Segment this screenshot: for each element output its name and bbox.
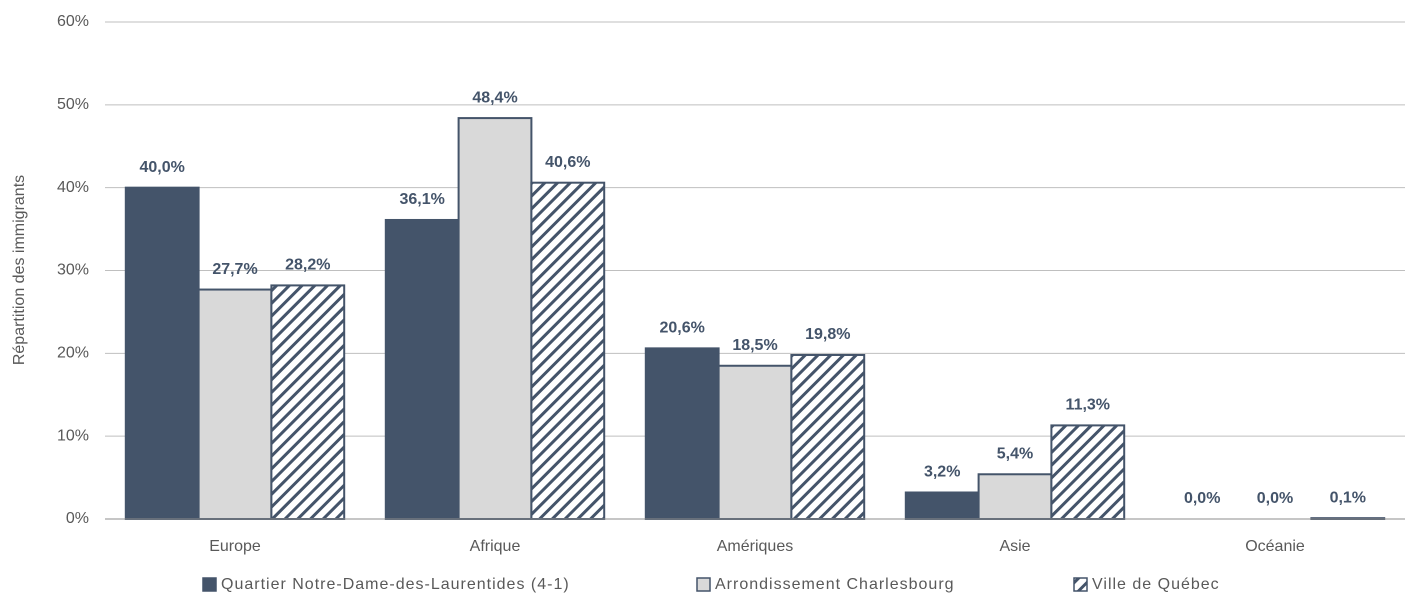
value-label: 0,0% — [1184, 490, 1220, 507]
x-tick-label: Amériques — [717, 538, 793, 555]
value-label: 5,4% — [997, 445, 1033, 462]
legend-swatch — [202, 577, 217, 592]
bar — [977, 473, 1053, 520]
value-label: 28,2% — [285, 257, 330, 274]
value-label: 20,6% — [660, 320, 705, 337]
x-tick-label: Afrique — [470, 538, 521, 555]
y-tick-label: 50% — [57, 96, 89, 113]
y-tick-label: 20% — [57, 345, 89, 362]
x-tick-label: Océanie — [1245, 538, 1305, 555]
value-label: 3,2% — [924, 464, 960, 481]
bar — [717, 364, 793, 520]
bar — [790, 353, 866, 520]
value-label: 11,3% — [1066, 397, 1110, 414]
bar — [197, 288, 273, 520]
value-label: 18,5% — [732, 337, 777, 354]
value-label: 48,4% — [472, 89, 517, 106]
y-axis-label: Répartition des immigrants — [11, 175, 28, 365]
value-label: 40,6% — [545, 154, 590, 171]
bar — [270, 284, 346, 520]
value-label: 40,0% — [140, 159, 185, 176]
legend-label: Quartier Notre-Dame-des-Laurentides (4-1… — [221, 576, 570, 593]
value-label: 27,7% — [212, 261, 257, 278]
legend-swatch — [696, 577, 711, 592]
value-label: 0,1% — [1330, 489, 1366, 506]
bar — [384, 218, 460, 520]
y-tick-label: 10% — [57, 427, 89, 444]
legend-label: Ville de Québec — [1092, 576, 1220, 593]
x-tick-label: Europe — [209, 538, 261, 555]
value-label: 36,1% — [400, 191, 445, 208]
legend-label: Arrondissement Charlesbourg — [715, 576, 955, 593]
y-tick-label: 30% — [57, 262, 89, 279]
bar — [530, 181, 606, 521]
bar — [644, 347, 720, 521]
legend-swatch — [1073, 577, 1088, 592]
bar — [124, 186, 200, 521]
bar — [1050, 424, 1126, 521]
bar — [904, 491, 980, 521]
bar — [457, 117, 533, 520]
value-label: 0,0% — [1257, 490, 1293, 507]
y-tick-label: 0% — [66, 510, 89, 527]
y-tick-label: 60% — [57, 13, 89, 30]
value-label: 19,8% — [805, 326, 850, 343]
y-tick-label: 40% — [57, 179, 89, 196]
x-tick-label: Asie — [999, 538, 1030, 555]
